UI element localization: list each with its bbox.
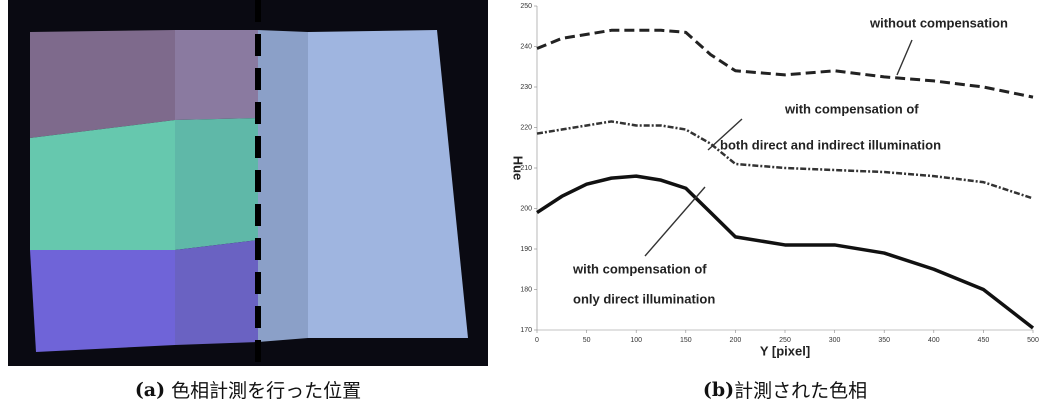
y-tick-label: 170 (520, 327, 532, 334)
y-tick-label: 180 (520, 286, 532, 293)
x-tick-label: 0 (535, 337, 539, 344)
x-tick-label: 400 (928, 337, 940, 344)
y-tick-label: 200 (520, 205, 532, 212)
caption-b: (b)計測された色相 (703, 379, 867, 402)
caption-label: (b) (703, 379, 734, 401)
caption-text: 色相計測を行った位置 (171, 380, 361, 402)
y-axis-label: Hue (511, 156, 526, 181)
x-tick-label: 350 (878, 337, 890, 344)
y-tick-label: 220 (520, 124, 532, 131)
x-tick-label: 450 (978, 337, 990, 344)
x-tick-label: 100 (630, 337, 642, 344)
series-line (537, 121, 1033, 198)
x-tick-label: 300 (829, 337, 841, 344)
x-tick-label: 50 (583, 337, 591, 344)
photo (8, 0, 488, 366)
annotation: both direct and indirect illumination (720, 137, 941, 152)
caption-label: (a) (135, 379, 165, 401)
x-tick-label: 200 (730, 337, 742, 344)
series-line (537, 30, 1033, 97)
caption-text: 計測された色相 (734, 380, 867, 402)
caption-a: (a) 色相計測を行った位置 (135, 379, 361, 402)
annotation: only direct illumination (573, 291, 715, 306)
annotation-arrow (645, 187, 705, 256)
y-tick-label: 190 (520, 246, 532, 253)
annotation: with compensation of (572, 261, 707, 276)
y-tick-label: 230 (520, 84, 532, 91)
x-axis-label: Y [pixel] (760, 343, 810, 358)
figure: (a) 色相計測を行った位置 (b)計測された色相 17018019020021… (0, 0, 1047, 409)
annotation-arrow (897, 40, 912, 75)
y-tick-label: 250 (520, 3, 532, 10)
y-tick-label: 240 (520, 43, 532, 50)
annotation: without compensation (869, 15, 1008, 30)
x-tick-label: 500 (1027, 337, 1039, 344)
annotation: with compensation of (784, 101, 919, 116)
x-tick-label: 150 (680, 337, 692, 344)
